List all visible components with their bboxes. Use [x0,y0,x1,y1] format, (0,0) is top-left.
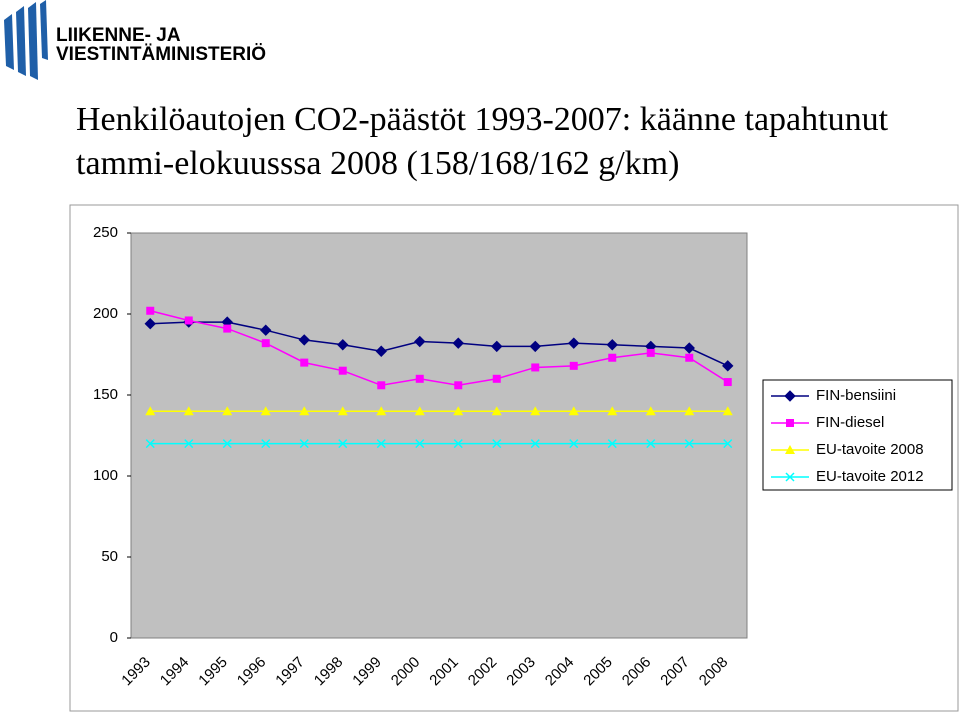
series-line [150,310,729,387]
point [184,439,194,449]
point [144,318,156,330]
chart-title: Henkilöautojen CO2-päästöt 1993-2007: kä… [76,101,889,182]
point [338,366,347,375]
point [568,406,579,416]
point [260,406,271,416]
point [415,374,424,383]
legend-marker [785,445,795,454]
point [184,316,193,325]
legend-marker [785,472,795,482]
point [491,406,502,416]
point [337,406,348,416]
point [376,406,387,416]
point [646,348,655,357]
legend [762,379,953,491]
point [146,306,155,315]
point [569,439,579,449]
point [491,340,503,353]
point [608,353,617,362]
logo-stripe [28,2,38,80]
point [145,406,156,416]
point [646,439,656,449]
legend-marker [786,419,794,427]
point [722,360,734,372]
logo-stripe [4,14,14,70]
point [453,406,464,416]
point [569,361,578,370]
series-line [150,321,729,367]
y-tick-label: 0 [110,629,118,646]
legend-marker [784,390,796,402]
point [685,353,694,362]
point [376,439,386,449]
legend-label: FIN-bensiini [816,387,896,404]
point [222,439,232,449]
point [607,406,618,416]
point [723,378,732,387]
point [722,406,733,416]
point [492,374,501,383]
point [606,339,618,351]
point [530,406,541,416]
legend-label: EU-tavoite 2008 [816,441,924,458]
y-tick-label: 150 [93,386,118,403]
logo-stripe [40,0,48,60]
legend-label: FIN-diesel [816,414,884,431]
point [492,439,502,449]
point [298,334,310,346]
point [453,439,463,449]
point [299,439,309,449]
point [415,439,425,449]
logo-text: VIESTINTÄMINISTERIÖ [56,44,266,65]
point [299,406,310,416]
point [337,339,349,351]
point [338,439,348,449]
y-tick-label: 200 [93,305,118,322]
plot-area [130,232,748,639]
point [261,339,270,348]
point [723,439,733,449]
point [452,337,464,349]
point [377,381,386,390]
point [568,337,580,349]
y-tick-label: 250 [93,224,118,241]
point [683,342,695,354]
point [375,345,387,357]
y-tick-label: 100 [93,467,118,484]
point [529,340,541,353]
point [684,439,694,449]
point [261,439,271,449]
y-tick-label: 50 [101,548,118,565]
point [414,406,425,416]
point [183,406,194,416]
point [145,439,155,449]
point [530,439,540,449]
logo-text: LIIKENNE- JA [56,25,181,46]
point [684,406,695,416]
point [607,439,617,449]
point [454,381,463,390]
logo-mark [4,0,48,80]
point [300,358,309,367]
point [531,363,540,372]
point [222,406,233,416]
point [645,406,656,416]
point [260,324,272,336]
legend-label: EU-tavoite 2012 [816,468,924,485]
point [223,324,232,333]
point [414,335,426,348]
logo-stripe [16,6,26,76]
